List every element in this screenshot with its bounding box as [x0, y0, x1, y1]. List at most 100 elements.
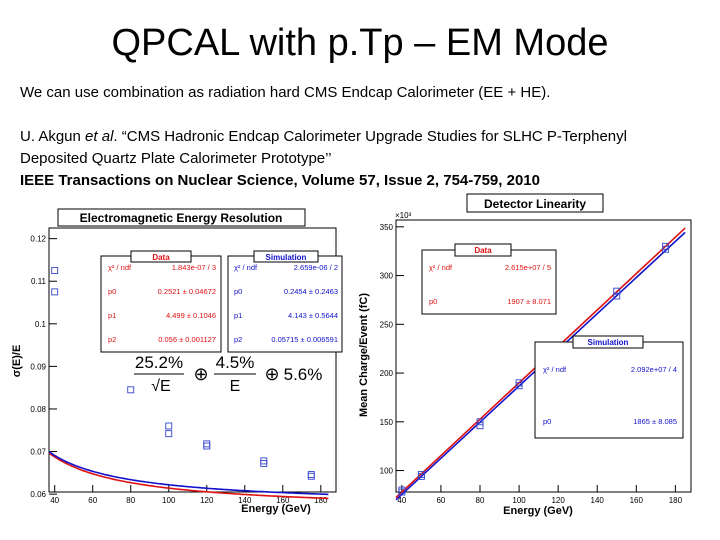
data-box-frame [100, 255, 222, 353]
x-tick-label: 180 [669, 496, 683, 505]
simulation-point [417, 472, 425, 480]
simulation-point [515, 382, 523, 390]
x-tick-label: 80 [476, 496, 485, 505]
ref-title: . “CMS Hadronic Endcap Calorimeter Upgra… [113, 128, 627, 145]
formula-oplus: ⊕ [264, 364, 279, 384]
y-tick-label: 300 [380, 272, 394, 281]
sim-box-label: χ² / ndf [234, 263, 258, 272]
sim-box-header [253, 250, 319, 263]
ref-et-al: et al [85, 128, 114, 145]
data-box-label: p1 [108, 311, 116, 320]
reference-line-2: Deposited Quartz Plate Calorimeter Proto… [20, 150, 332, 167]
x-tick-label: 60 [88, 496, 97, 505]
summary-text: We can use combination as radiation hard… [20, 84, 551, 101]
x-tick-label: 120 [551, 496, 565, 505]
formula-constant-term: 5.6% [284, 365, 323, 384]
x-tick-label: 160 [630, 496, 644, 505]
detector-linearity-chart: Detector Linearity ×10³ 40 60 80 100 120 140 1… [355, 190, 711, 532]
sim-box-label: p1 [234, 311, 242, 320]
y-tick-label: 0.12 [30, 235, 46, 244]
y-tick-label: 0.1 [35, 320, 47, 329]
data-point [51, 267, 59, 275]
simulation-point [165, 430, 173, 438]
x-tick-label: 40 [50, 496, 59, 505]
sim-box-value: 4.143 ± 0.5644 [288, 311, 338, 320]
data-box-frame [421, 249, 557, 315]
data-point [127, 386, 135, 394]
data-box-title: Data [474, 246, 492, 255]
sim-box-value: 1865 ± 8.085 [633, 417, 677, 426]
energy-resolution-chart: Electromagnetic Energy Resolution 40 60 80… [6, 196, 344, 532]
y-tick-label: 0.11 [31, 277, 47, 286]
data-box-header [454, 243, 512, 257]
y-tick-label: 350 [380, 223, 394, 232]
x-tick-label: 100 [512, 496, 526, 505]
data-box-value: 1907 ± 8.071 [507, 297, 551, 306]
sim-box-label: p0 [543, 417, 551, 426]
x-tick-label: 160 [276, 496, 290, 505]
data-point [476, 418, 484, 426]
y-axis-label: σ(E)/E [11, 345, 23, 378]
data-box-label: χ² / ndf [108, 263, 132, 272]
y-tick-label: 0.06 [30, 490, 46, 499]
data-box-header [130, 250, 192, 263]
simulation-fit-box: Simulation χ² / ndf 2.659e-06 / 2 p0 0.2… [227, 250, 343, 353]
formula-sqrt-e: √E [151, 378, 170, 395]
y-tick-label: 250 [380, 320, 394, 329]
plot-frame [48, 227, 337, 493]
x-tick-label: 40 [397, 496, 406, 505]
sim-box-value: 0.05715 ± 0.006591 [271, 335, 338, 344]
plot-frame [395, 219, 692, 493]
reference-line-1: U. Akgun et al. “CMS Hadronic Endcap Cal… [20, 128, 627, 145]
simulation-point [51, 288, 59, 296]
x-tick-label: 180 [314, 496, 328, 505]
simulation-point [260, 460, 268, 467]
simulation-fit-curve [48, 451, 329, 496]
data-box-value: 4.499 ± 0.1046 [166, 311, 216, 320]
x-axis-label: Energy (GeV) [241, 503, 311, 515]
data-box-label: p0 [108, 287, 116, 296]
simulation-point [613, 292, 621, 300]
y-tick-label: 0.09 [30, 362, 46, 371]
simulation-point [476, 422, 484, 430]
sim-box-label: χ² / ndf [543, 365, 567, 374]
formula-oplus: ⊕ [193, 364, 208, 384]
sim-box-frame [227, 255, 343, 353]
reference-line-3: IEEE Transactions on Nuclear Science, Vo… [20, 172, 540, 189]
x-tick-label: 140 [238, 496, 252, 505]
simulation-point [203, 442, 211, 450]
sim-box-value: 0.2454 ± 0.2463 [284, 287, 338, 296]
data-point [613, 287, 621, 295]
data-box-value: 2.615e+07 / 5 [505, 263, 551, 272]
data-point [165, 422, 173, 430]
sim-box-label: p0 [234, 287, 242, 296]
x-tick-label: 140 [591, 496, 605, 505]
formula-stochastic-term: 25.2% [135, 353, 183, 372]
sim-box-value: 2.092e+07 / 4 [631, 365, 677, 374]
resolution-formula: 25.2% √E ⊕ 4.5% E ⊕ 5.6% [134, 353, 322, 395]
sim-box-title: Simulation [266, 253, 307, 262]
x-tick-label: 80 [126, 496, 135, 505]
data-box-label: χ² / ndf [429, 263, 453, 272]
slide-title: QPCAL with p.Tp – EM Mode [111, 22, 609, 64]
formula-e: E [230, 378, 241, 395]
simulation-point [398, 488, 406, 496]
data-fit-box: Data χ² / ndf 2.615e+07 / 5 p0 1907 ± 8.… [421, 243, 557, 315]
y-axis-label: Mean Charge/Event (fC) [358, 293, 370, 417]
data-box-label: p0 [429, 297, 437, 306]
x-axis-label: Energy (GeV) [503, 505, 573, 517]
sim-box-label: p2 [234, 335, 242, 344]
y-tick-label: 0.07 [30, 448, 46, 457]
formula-noise-term: 4.5% [216, 353, 255, 372]
chart-title: Detector Linearity [484, 197, 586, 211]
data-box-title: Data [152, 253, 170, 262]
chart-title-box [466, 193, 604, 213]
data-box-label: p2 [108, 335, 116, 344]
data-fit-curve [48, 452, 329, 500]
data-fit-box: Data χ² / ndf 1.843e-07 / 3 p0 0.2521 ± … [100, 250, 222, 353]
x-tick-label: 120 [200, 496, 214, 505]
y-axis-exponent: ×10³ [395, 211, 412, 220]
simulation-point [307, 472, 315, 480]
simulation-point [662, 245, 670, 253]
ref-authors: U. Akgun [20, 128, 86, 145]
